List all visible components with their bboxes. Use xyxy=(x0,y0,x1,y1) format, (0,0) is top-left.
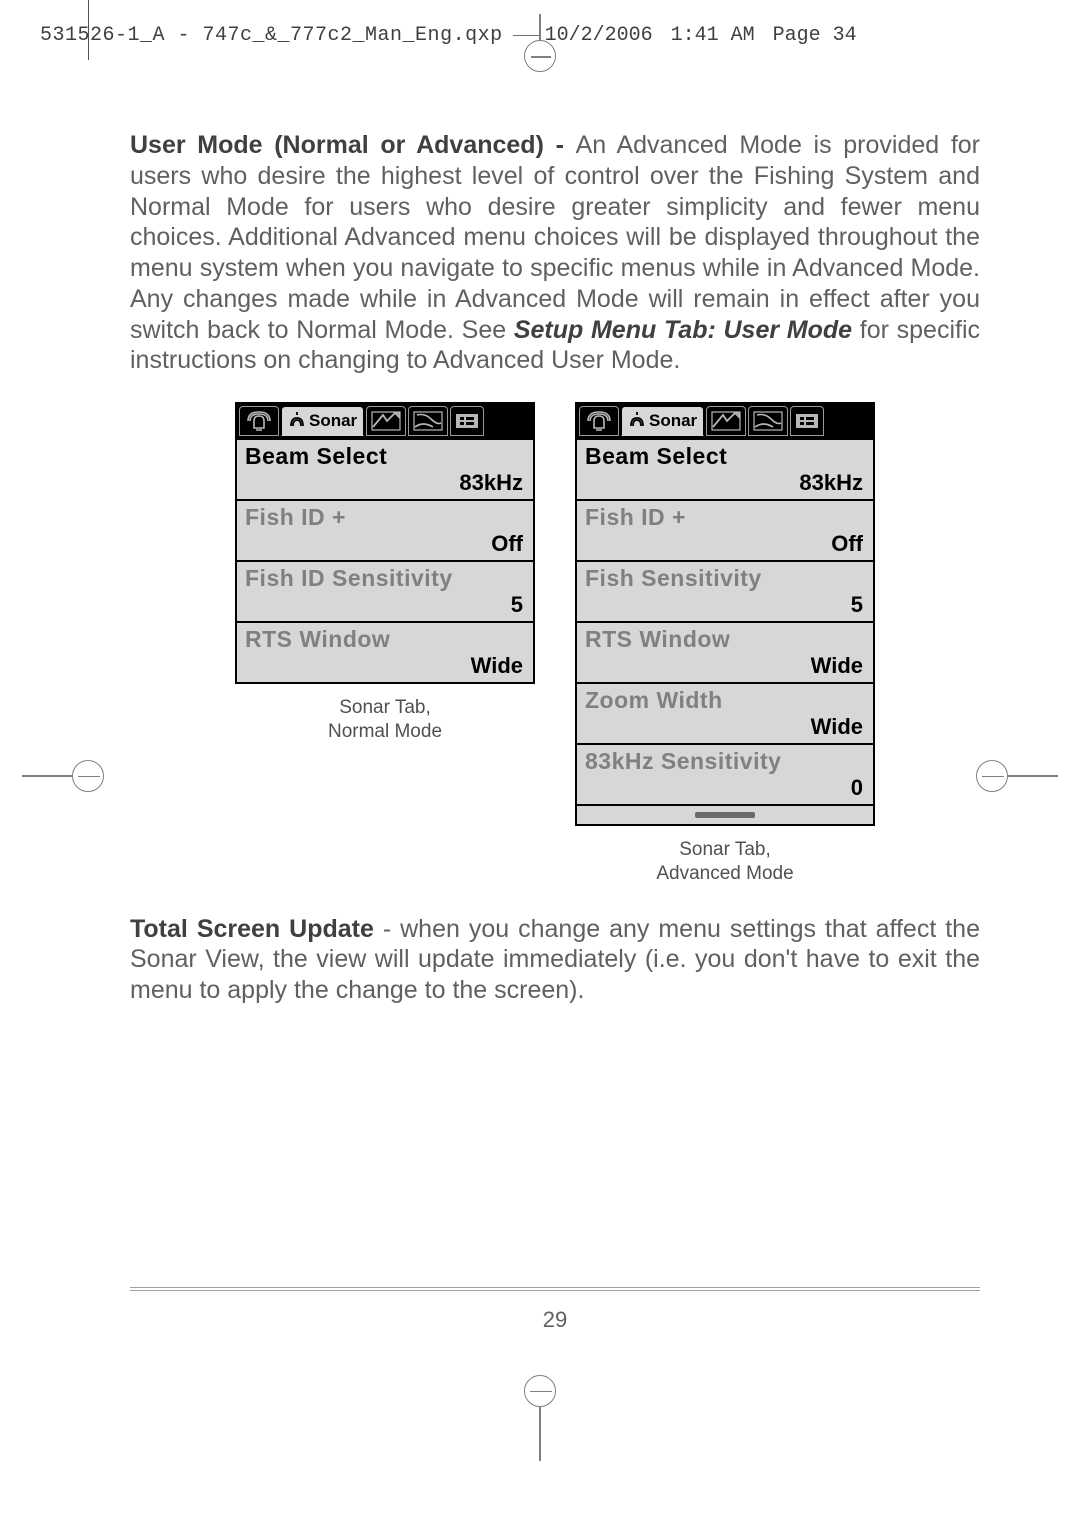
menu-item-fish-id: Fish ID + Off xyxy=(577,499,873,560)
menu-value: 83kHz xyxy=(245,470,525,496)
page: 531526-1_A - 747c_&_777c2_Man_Eng.qxp 10… xyxy=(0,0,1080,1521)
tab-bar: Sonar xyxy=(237,404,533,438)
text: An Advanced Mode is provided for users w… xyxy=(130,131,980,344)
tab-label: Sonar xyxy=(649,411,697,431)
page-number: 29 xyxy=(130,1307,980,1333)
menu-item-beam-select: Beam Select 83kHz xyxy=(237,438,533,499)
footer-rule xyxy=(130,1287,980,1291)
menu-value: 5 xyxy=(245,592,525,618)
header-date: 10/2/2006 xyxy=(545,24,653,47)
italic-ref: Setup Menu Tab: User Mode xyxy=(514,316,852,344)
menu-value: Off xyxy=(585,531,865,557)
menu-item-fish-sens: Fish Sensitivity 5 xyxy=(577,560,873,621)
scroll-indicator xyxy=(577,804,873,824)
figure-normal: Sonar Beam Select xyxy=(235,402,535,886)
sonar-tab-active: Sonar xyxy=(281,406,364,436)
register-mark-bottom xyxy=(524,1393,556,1461)
alarm-tab-icon xyxy=(579,406,619,436)
sonar-menu-normal: Sonar Beam Select xyxy=(235,402,535,684)
menu-value: Wide xyxy=(585,714,865,740)
caption-line: Normal Mode xyxy=(328,721,442,742)
header-page: Page 34 xyxy=(773,24,857,47)
chart-tab-icon xyxy=(748,406,788,436)
caption-line: Advanced Mode xyxy=(656,863,793,884)
chart-tab-icon xyxy=(408,406,448,436)
menu-label: Zoom Width xyxy=(585,687,865,714)
menu-label: Fish ID + xyxy=(245,504,525,531)
menu-item-beam-select: Beam Select 83kHz xyxy=(577,438,873,499)
caption-line: Sonar Tab, xyxy=(339,697,431,718)
menu-item-fish-id: Fish ID + Off xyxy=(237,499,533,560)
menu-item-rts: RTS Window Wide xyxy=(577,621,873,682)
nav-tab-icon xyxy=(366,406,406,436)
nav-tab-icon xyxy=(706,406,746,436)
menu-value: 83kHz xyxy=(585,470,865,496)
paragraph-total-update: Total Screen Update - when you change an… xyxy=(130,914,980,1006)
caption-advanced: Sonar Tab, Advanced Mode xyxy=(656,838,793,886)
figure-advanced: Sonar Beam Select xyxy=(575,402,875,886)
menu-item-zoom-width: Zoom Width Wide xyxy=(577,682,873,743)
menu-value: Wide xyxy=(585,653,865,679)
setup-tab-icon xyxy=(790,406,824,436)
menu-label: Fish ID Sensitivity xyxy=(245,565,525,592)
setup-tab-icon xyxy=(450,406,484,436)
header-time: 1:41 AM xyxy=(671,24,755,47)
menu-item-83khz-sens: 83kHz Sensitivity 0 xyxy=(577,743,873,804)
menu-value: 0 xyxy=(585,775,865,801)
caption-normal: Sonar Tab, Normal Mode xyxy=(328,696,442,744)
content: User Mode (Normal or Advanced) - An Adva… xyxy=(130,130,980,1006)
menu-label: RTS Window xyxy=(245,626,525,653)
register-mark-left xyxy=(22,760,104,792)
menu-value: Wide xyxy=(245,653,525,679)
sonar-tab-active: Sonar xyxy=(621,406,704,436)
alarm-tab-icon xyxy=(239,406,279,436)
sonar-menu-advanced: Sonar Beam Select xyxy=(575,402,875,826)
menu-label: Fish Sensitivity xyxy=(585,565,865,592)
caption-line: Sonar Tab, xyxy=(679,839,771,860)
register-mark-right xyxy=(976,760,1058,792)
tab-bar: Sonar xyxy=(577,404,873,438)
menu-item-fish-id-sens: Fish ID Sensitivity 5 xyxy=(237,560,533,621)
menu-value: 5 xyxy=(585,592,865,618)
paragraph-user-mode: User Mode (Normal or Advanced) - An Adva… xyxy=(130,130,980,376)
page-footer: 29 xyxy=(130,1287,980,1333)
lead: Total Screen Update xyxy=(130,915,383,943)
tab-label: Sonar xyxy=(309,411,357,431)
register-mark-top xyxy=(532,14,548,68)
menu-label: 83kHz Sensitivity xyxy=(585,748,865,775)
menu-item-rts: RTS Window Wide xyxy=(237,621,533,682)
menu-label: Beam Select xyxy=(245,443,525,470)
header-filename: 531526-1_A - 747c_&_777c2_Man_Eng.qxp xyxy=(0,24,503,47)
menu-value: Off xyxy=(245,531,525,557)
menu-label: Fish ID + xyxy=(585,504,865,531)
menu-label: Beam Select xyxy=(585,443,865,470)
menu-label: RTS Window xyxy=(585,626,865,653)
menu-figures: Sonar Beam Select xyxy=(130,402,980,886)
lead: User Mode (Normal or Advanced) - xyxy=(130,131,576,159)
